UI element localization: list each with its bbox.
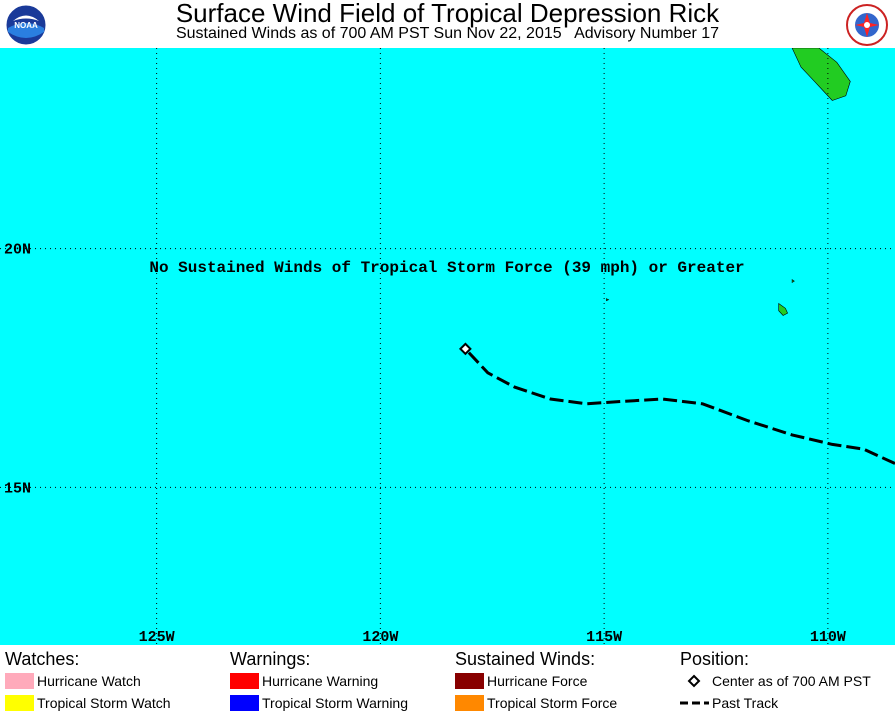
- longitude-label: 110W: [810, 629, 846, 645]
- legend-label: Past Track: [712, 695, 779, 711]
- longitude-label: 120W: [362, 629, 398, 645]
- svg-text:NOAA: NOAA: [14, 21, 38, 30]
- roca-partida: [606, 298, 610, 302]
- latitude-labels: 20N 15N: [4, 242, 31, 498]
- baja-california-tip: [791, 48, 851, 101]
- page-title: Surface Wind Field of Tropical Depressio…: [175, 0, 720, 28]
- legend-label: Center as of 700 AM PST: [712, 673, 871, 689]
- legend-label: Hurricane Warning: [262, 673, 379, 689]
- legend-label: Hurricane Force: [487, 673, 588, 689]
- legend-warnings-heading: Warnings:: [230, 649, 311, 669]
- tropical-storm-force-swatch: [455, 695, 484, 711]
- dashed-line-icon: [680, 701, 709, 705]
- legend-label: Tropical Storm Watch: [37, 695, 171, 711]
- hurricane-watch-swatch: [5, 673, 34, 689]
- graticule: [0, 48, 895, 645]
- legend-label: Hurricane Watch: [37, 673, 141, 689]
- diamond-icon: [687, 674, 701, 688]
- page-subtitle: Sustained Winds as of 700 AM PST Sun Nov…: [175, 25, 720, 42]
- legend: Watches: Hurricane Watch Tropical Storm …: [0, 645, 895, 716]
- latitude-label: 15N: [4, 480, 31, 497]
- longitude-label: 115W: [586, 629, 622, 645]
- ocean-area: [0, 48, 895, 645]
- wind-field-message: No Sustained Winds of Tropical Storm For…: [149, 259, 744, 277]
- longitude-label: 125W: [139, 629, 175, 645]
- noaa-logo-icon: NOAA: [5, 4, 47, 46]
- legend-winds-heading: Sustained Winds:: [455, 649, 596, 669]
- legend-watches-heading: Watches:: [5, 649, 80, 669]
- wind-field-map: 125W 120W 115W 110W 20N 15N No Sustained Win…: [0, 48, 895, 645]
- map-header: NOAA Surface Wind Field of Tropical Depr…: [0, 0, 895, 48]
- nws-logo-icon: [846, 4, 888, 46]
- past-track-line: [464, 347, 895, 465]
- tropical-storm-warning-swatch: [230, 695, 259, 711]
- isla-san-benedicto: [791, 279, 795, 284]
- latitude-label: 20N: [4, 242, 31, 259]
- legend-label: Tropical Storm Force: [487, 695, 618, 711]
- hurricane-warning-swatch: [230, 673, 259, 689]
- hurricane-force-swatch: [455, 673, 484, 689]
- tropical-storm-watch-swatch: [5, 695, 34, 711]
- center-diamond-icon: [458, 342, 472, 356]
- longitude-labels: 125W 120W 115W 110W: [139, 629, 846, 645]
- legend-label: Tropical Storm Warning: [262, 695, 409, 711]
- storm-center-marker: [458, 342, 472, 356]
- isla-socorro: [778, 302, 788, 316]
- legend-position-heading: Position:: [680, 649, 750, 669]
- land-layer: [606, 48, 851, 316]
